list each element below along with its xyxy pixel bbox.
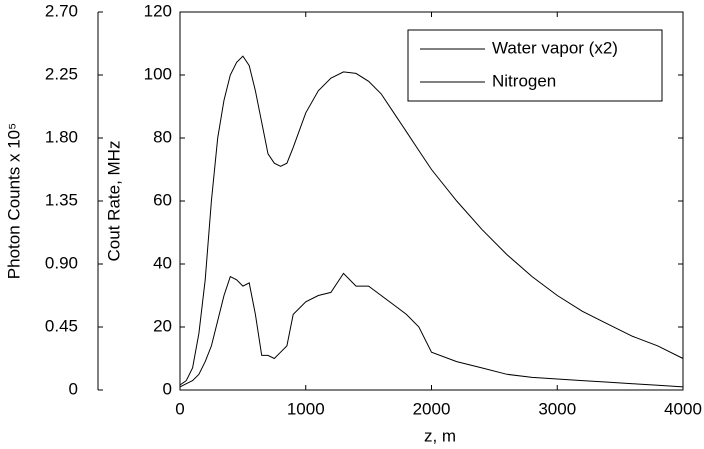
x-axis-label: z, m	[424, 426, 456, 445]
y2-tick-label: 2.25	[45, 64, 78, 83]
y-tick-label: 40	[153, 253, 172, 272]
y-tick-label: 20	[153, 316, 172, 335]
x-tick-label: 1000	[287, 399, 325, 418]
y2-tick-label: 0.45	[45, 316, 78, 335]
series-line	[179, 55, 684, 386]
y-tick-label: 0	[163, 379, 172, 398]
legend-box	[407, 29, 663, 102]
legend-label: Water vapor (x2)	[492, 38, 618, 57]
x-tick-label: 0	[175, 399, 184, 418]
y-tick-label: 80	[153, 127, 172, 146]
y2-tick-label: 1.35	[45, 190, 78, 209]
x-tick-label: 3000	[538, 399, 576, 418]
y-axis-label: Cout Rate, MHz	[104, 141, 123, 262]
y-tick-label: 100	[144, 64, 172, 83]
y-tick-label: 60	[153, 190, 172, 209]
y2-tick-label: 0.90	[45, 253, 78, 272]
x-tick-label: 2000	[413, 399, 451, 418]
x-tick-label: 4000	[664, 399, 702, 418]
y2-tick-label: 2.70	[45, 1, 78, 20]
series-line	[179, 272, 684, 388]
y-tick-label: 120	[144, 1, 172, 20]
y2-axis-label: Photon Counts x 10⁵	[4, 123, 23, 279]
y2-tick-label: 1.80	[45, 127, 78, 146]
legend-label: Nitrogen	[492, 71, 556, 90]
y2-tick-label: 0	[69, 379, 78, 398]
